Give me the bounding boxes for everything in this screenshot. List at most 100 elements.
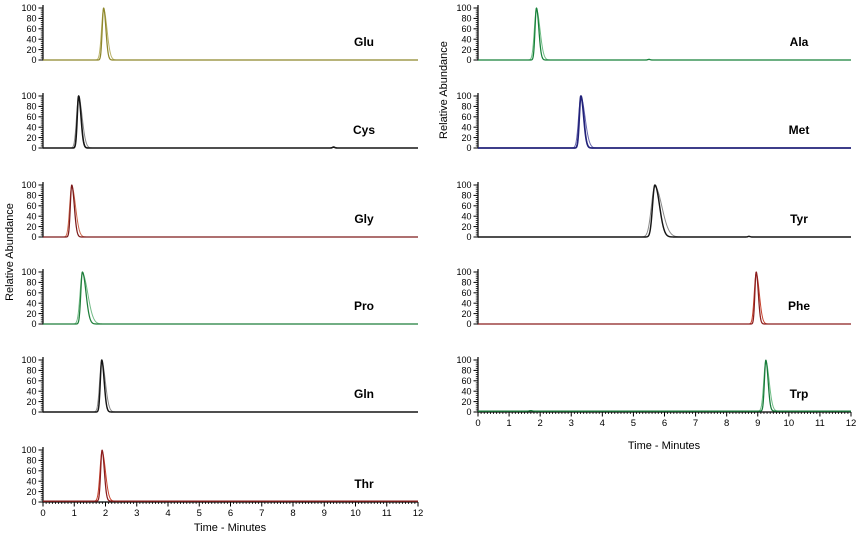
y-tick-label: 100 bbox=[456, 3, 471, 13]
x-tick-label: 7 bbox=[693, 418, 698, 429]
x-tick-label: 9 bbox=[322, 508, 327, 519]
x-tick-label: 5 bbox=[197, 508, 202, 519]
trace-pro bbox=[43, 271, 418, 325]
x-axis-title: Time - Minutes bbox=[628, 440, 701, 452]
y-tick-label: 60 bbox=[26, 288, 36, 298]
y-tick-label: 60 bbox=[461, 288, 471, 298]
x-tick-label: 12 bbox=[846, 418, 857, 429]
y-tick-label: 20 bbox=[26, 133, 36, 143]
x-axis-title: Time - Minutes bbox=[194, 522, 267, 534]
panel-label-phe: Phe bbox=[788, 299, 810, 313]
y-tick-label: 60 bbox=[26, 201, 36, 211]
x-tick-label: 10 bbox=[350, 508, 361, 519]
y-tick-label: 0 bbox=[31, 497, 36, 507]
y-axis-title-right: Relative Abundance bbox=[438, 41, 450, 139]
y-tick-label: 20 bbox=[461, 397, 471, 407]
panel-label-pro: Pro bbox=[354, 299, 374, 313]
x-tick-label: 2 bbox=[538, 418, 543, 429]
y-tick-label: 100 bbox=[21, 355, 36, 365]
x-tick-label: 2 bbox=[103, 508, 108, 519]
x-tick-label: 8 bbox=[290, 508, 295, 519]
y-tick-label: 0 bbox=[466, 232, 471, 242]
x-tick-label: 3 bbox=[569, 418, 574, 429]
y-tick-label: 20 bbox=[26, 487, 36, 497]
y-tick-label: 80 bbox=[461, 14, 471, 24]
trace-glu bbox=[43, 7, 418, 61]
x-tick-label: 10 bbox=[784, 418, 795, 429]
y-tick-label: 60 bbox=[461, 24, 471, 34]
y-tick-label: 80 bbox=[461, 191, 471, 201]
y-tick-label: 0 bbox=[31, 232, 36, 242]
y-tick-label: 80 bbox=[26, 191, 36, 201]
y-tick-label: 100 bbox=[456, 180, 471, 190]
y-tick-label: 20 bbox=[461, 45, 471, 55]
panel-label-thr: Thr bbox=[354, 477, 374, 491]
y-tick-label: 40 bbox=[26, 476, 36, 486]
y-tick-label: 80 bbox=[26, 14, 36, 24]
column-right: 020406080100Ala020406080100Met0204060801… bbox=[438, 3, 856, 452]
y-tick-label: 60 bbox=[461, 376, 471, 386]
panel-label-gly: Gly bbox=[354, 212, 374, 226]
x-tick-label: 11 bbox=[382, 508, 392, 519]
y-tick-label: 60 bbox=[461, 112, 471, 122]
y-tick-label: 40 bbox=[461, 386, 471, 396]
y-tick-label: 20 bbox=[26, 397, 36, 407]
x-tick-label: 8 bbox=[724, 418, 729, 429]
y-tick-label: 80 bbox=[26, 102, 36, 112]
y-tick-label: 0 bbox=[31, 143, 36, 153]
x-tick-label: 4 bbox=[600, 418, 605, 429]
y-tick-label: 0 bbox=[466, 143, 471, 153]
trace-gly bbox=[43, 184, 418, 238]
y-tick-label: 20 bbox=[26, 309, 36, 319]
y-tick-label: 100 bbox=[21, 267, 36, 277]
y-tick-label: 80 bbox=[461, 102, 471, 112]
panel-label-tyr: Tyr bbox=[790, 212, 808, 226]
y-tick-label: 20 bbox=[26, 45, 36, 55]
y-tick-label: 60 bbox=[26, 376, 36, 386]
x-tick-label: 12 bbox=[413, 508, 424, 519]
y-tick-label: 100 bbox=[456, 267, 471, 277]
x-tick-label: 7 bbox=[259, 508, 264, 519]
x-tick-label: 9 bbox=[755, 418, 760, 429]
y-tick-label: 100 bbox=[21, 445, 36, 455]
y-tick-label: 60 bbox=[461, 201, 471, 211]
y-tick-label: 0 bbox=[466, 407, 471, 417]
x-tick-label: 0 bbox=[40, 508, 45, 519]
y-tick-label: 100 bbox=[456, 91, 471, 101]
y-tick-label: 20 bbox=[461, 133, 471, 143]
column-left: 020406080100Glu020406080100Cys0204060801… bbox=[4, 3, 423, 534]
y-tick-label: 60 bbox=[26, 24, 36, 34]
x-tick-label: 3 bbox=[134, 508, 139, 519]
y-tick-label: 40 bbox=[461, 34, 471, 44]
y-tick-label: 40 bbox=[26, 298, 36, 308]
y-tick-label: 0 bbox=[31, 319, 36, 329]
trace-gln bbox=[43, 359, 418, 413]
y-tick-label: 40 bbox=[461, 211, 471, 221]
y-tick-label: 0 bbox=[466, 55, 471, 65]
y-tick-label: 0 bbox=[31, 55, 36, 65]
trace-cys bbox=[43, 95, 418, 149]
panel-label-trp: Trp bbox=[790, 387, 809, 401]
panel-label-cys: Cys bbox=[353, 123, 375, 137]
trace-phe bbox=[478, 271, 851, 325]
x-tick-label: 11 bbox=[815, 418, 825, 429]
panel-label-glu: Glu bbox=[354, 35, 374, 49]
y-tick-label: 0 bbox=[31, 407, 36, 417]
x-tick-label: 1 bbox=[506, 418, 511, 429]
y-tick-label: 40 bbox=[26, 34, 36, 44]
panel-label-ala: Ala bbox=[790, 35, 809, 49]
y-tick-label: 80 bbox=[26, 456, 36, 466]
x-tick-label: 6 bbox=[228, 508, 233, 519]
x-tick-label: 4 bbox=[165, 508, 170, 519]
trace-thr bbox=[43, 449, 418, 502]
